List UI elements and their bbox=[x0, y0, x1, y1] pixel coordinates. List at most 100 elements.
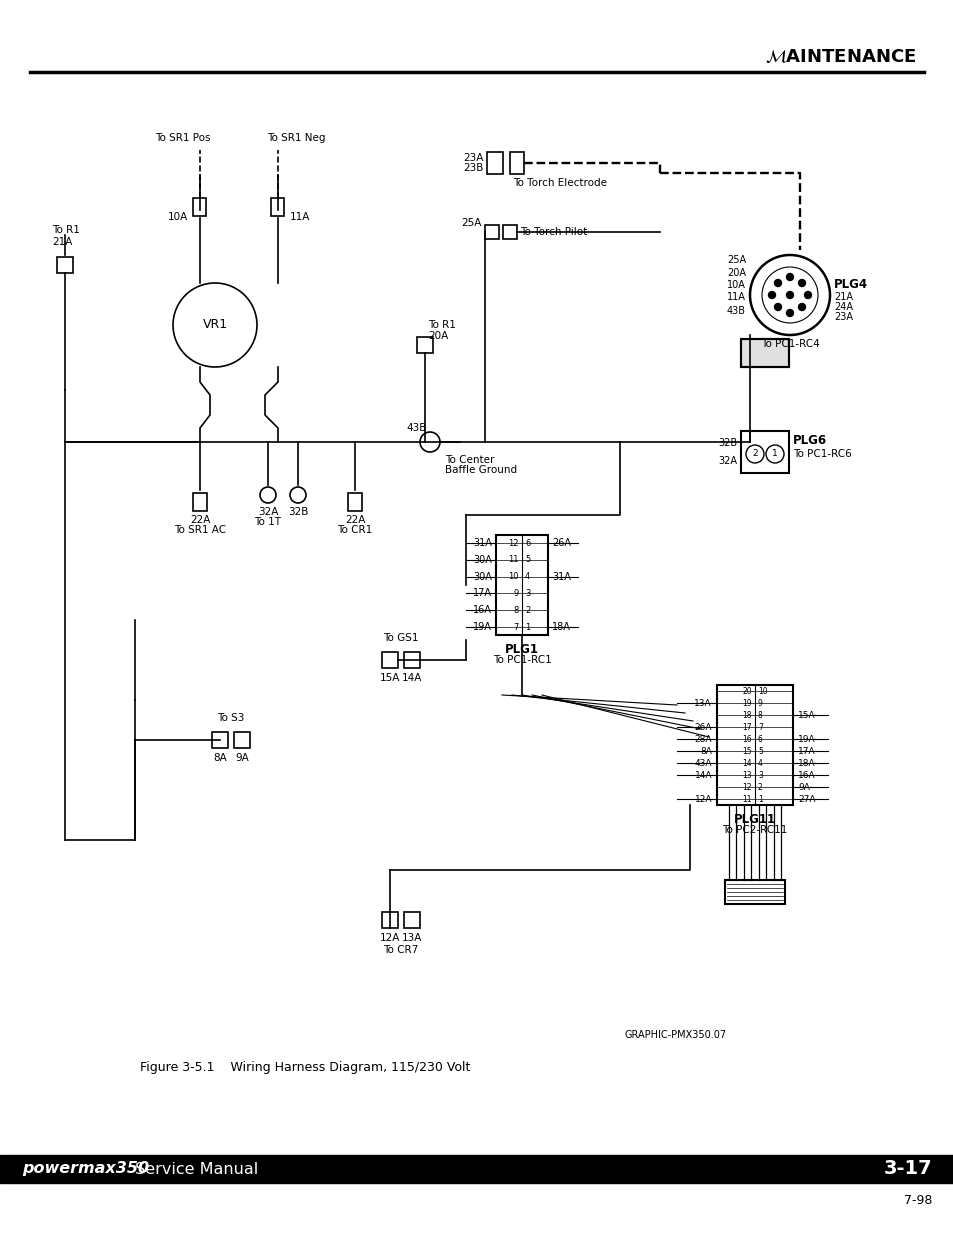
Text: GRAPHIC-PMX350.07: GRAPHIC-PMX350.07 bbox=[624, 1030, 726, 1040]
Bar bbox=[403, 652, 419, 668]
Bar bbox=[740, 338, 788, 367]
Bar bbox=[233, 732, 250, 748]
Text: 27A: 27A bbox=[797, 794, 815, 804]
Text: 12: 12 bbox=[741, 783, 751, 792]
Bar bbox=[193, 198, 206, 216]
Text: 32A: 32A bbox=[718, 456, 737, 466]
Text: To SR1 Pos: To SR1 Pos bbox=[155, 133, 211, 143]
Text: PLG1: PLG1 bbox=[504, 643, 538, 656]
Circle shape bbox=[798, 279, 804, 287]
Text: 14: 14 bbox=[741, 758, 751, 767]
Text: 13A: 13A bbox=[694, 699, 711, 708]
Bar bbox=[510, 152, 523, 174]
Text: VR1: VR1 bbox=[202, 319, 228, 331]
Text: To PC1-RC6: To PC1-RC6 bbox=[792, 450, 851, 459]
Text: 10: 10 bbox=[508, 572, 518, 582]
Text: 9A: 9A bbox=[797, 783, 809, 792]
Text: 19: 19 bbox=[741, 699, 751, 708]
Text: 32B: 32B bbox=[288, 508, 308, 517]
Text: 5: 5 bbox=[758, 746, 762, 756]
Text: To 1T: To 1T bbox=[254, 517, 281, 527]
Text: 28A: 28A bbox=[694, 735, 711, 743]
Text: To PC1-RC4: To PC1-RC4 bbox=[760, 338, 819, 350]
Text: powermax350: powermax350 bbox=[22, 1161, 149, 1177]
Text: 32A: 32A bbox=[257, 508, 278, 517]
Text: 11: 11 bbox=[508, 556, 518, 564]
Circle shape bbox=[785, 310, 793, 316]
Text: 3: 3 bbox=[758, 771, 762, 779]
Bar bbox=[416, 337, 433, 353]
Circle shape bbox=[774, 304, 781, 310]
Text: 20A: 20A bbox=[428, 331, 448, 341]
Text: PLG11: PLG11 bbox=[733, 813, 775, 826]
Text: 23A: 23A bbox=[833, 312, 852, 322]
Text: Figure 3-5.1    Wiring Harness Diagram, 115/230 Volt: Figure 3-5.1 Wiring Harness Diagram, 115… bbox=[140, 1062, 470, 1074]
Text: 43A: 43A bbox=[694, 758, 711, 767]
Bar bbox=[717, 685, 792, 805]
Text: 7: 7 bbox=[758, 722, 762, 731]
Text: 16A: 16A bbox=[473, 605, 492, 615]
Text: 2: 2 bbox=[524, 605, 530, 615]
Text: 18: 18 bbox=[741, 710, 751, 720]
Text: 2: 2 bbox=[758, 783, 762, 792]
Bar bbox=[57, 257, 73, 273]
Text: 13A: 13A bbox=[401, 932, 422, 944]
Bar bbox=[724, 881, 784, 904]
Text: 21A: 21A bbox=[52, 237, 72, 247]
Text: 14A: 14A bbox=[401, 673, 422, 683]
Circle shape bbox=[803, 291, 811, 299]
Bar bbox=[740, 431, 788, 473]
Text: Service Manual: Service Manual bbox=[130, 1161, 258, 1177]
Text: 13: 13 bbox=[741, 771, 751, 779]
Text: 18A: 18A bbox=[552, 622, 570, 632]
Text: 3-17: 3-17 bbox=[882, 1160, 931, 1178]
Text: 31A: 31A bbox=[552, 572, 570, 582]
Text: 26A: 26A bbox=[694, 722, 711, 731]
Text: 12: 12 bbox=[508, 538, 518, 547]
Text: 16A: 16A bbox=[797, 771, 815, 779]
Text: 17A: 17A bbox=[473, 588, 492, 599]
Circle shape bbox=[785, 291, 793, 299]
Text: 9: 9 bbox=[514, 589, 518, 598]
Text: 22A: 22A bbox=[344, 515, 365, 525]
Bar bbox=[496, 535, 547, 635]
Text: 32B: 32B bbox=[717, 438, 737, 448]
Bar bbox=[348, 493, 361, 511]
Bar bbox=[502, 225, 517, 240]
Circle shape bbox=[798, 304, 804, 310]
Text: 43B: 43B bbox=[406, 424, 427, 433]
Text: 7: 7 bbox=[513, 622, 518, 631]
Text: 30A: 30A bbox=[473, 555, 492, 564]
Circle shape bbox=[785, 273, 793, 280]
Text: 8: 8 bbox=[758, 710, 762, 720]
Text: 30A: 30A bbox=[473, 572, 492, 582]
Text: 16: 16 bbox=[741, 735, 751, 743]
Text: 6: 6 bbox=[758, 735, 762, 743]
Text: 17A: 17A bbox=[797, 746, 815, 756]
Text: To R1: To R1 bbox=[428, 320, 456, 330]
Text: 7-98: 7-98 bbox=[902, 1193, 931, 1207]
Text: 9: 9 bbox=[758, 699, 762, 708]
Text: 10A: 10A bbox=[726, 280, 745, 290]
Text: To SR1 Neg: To SR1 Neg bbox=[267, 133, 325, 143]
Text: 15: 15 bbox=[741, 746, 751, 756]
Bar bbox=[381, 652, 397, 668]
Text: 25A: 25A bbox=[726, 254, 745, 266]
Text: 3: 3 bbox=[524, 589, 530, 598]
Text: 2: 2 bbox=[751, 450, 757, 458]
Text: To GS1: To GS1 bbox=[383, 634, 418, 643]
Bar bbox=[272, 198, 284, 216]
Text: 11: 11 bbox=[741, 794, 751, 804]
Text: 8A: 8A bbox=[700, 746, 711, 756]
Text: 22A: 22A bbox=[190, 515, 210, 525]
Text: 1: 1 bbox=[524, 622, 530, 631]
Text: 12A: 12A bbox=[694, 794, 711, 804]
Text: To PC1-RC1: To PC1-RC1 bbox=[492, 655, 551, 664]
Bar bbox=[740, 338, 788, 367]
Text: 23B: 23B bbox=[463, 163, 483, 173]
Text: 26A: 26A bbox=[552, 538, 571, 548]
Text: 12A: 12A bbox=[379, 932, 399, 944]
Text: PLG6: PLG6 bbox=[792, 433, 826, 447]
Text: 19A: 19A bbox=[797, 735, 815, 743]
Text: 14A: 14A bbox=[694, 771, 711, 779]
